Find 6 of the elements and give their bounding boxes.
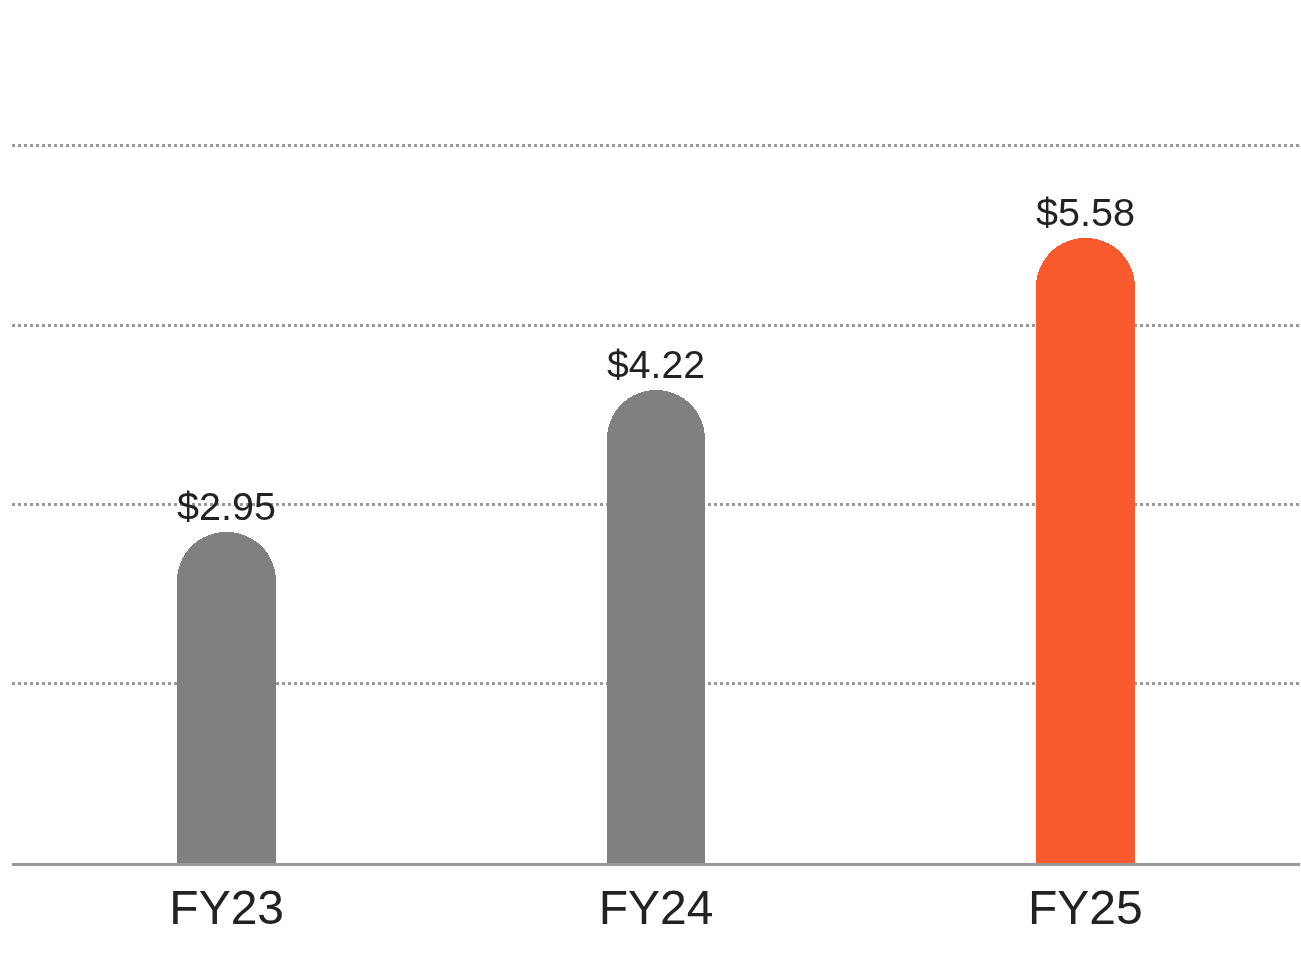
- data-label: $5.58: [1036, 190, 1135, 235]
- x-tick-label: FY23: [169, 880, 285, 934]
- x-tick-label: FY24: [598, 880, 714, 934]
- data-label: $2.95: [177, 484, 276, 529]
- x-tick-label: FY25: [1027, 880, 1143, 934]
- data-label: $4.22: [607, 343, 705, 387]
